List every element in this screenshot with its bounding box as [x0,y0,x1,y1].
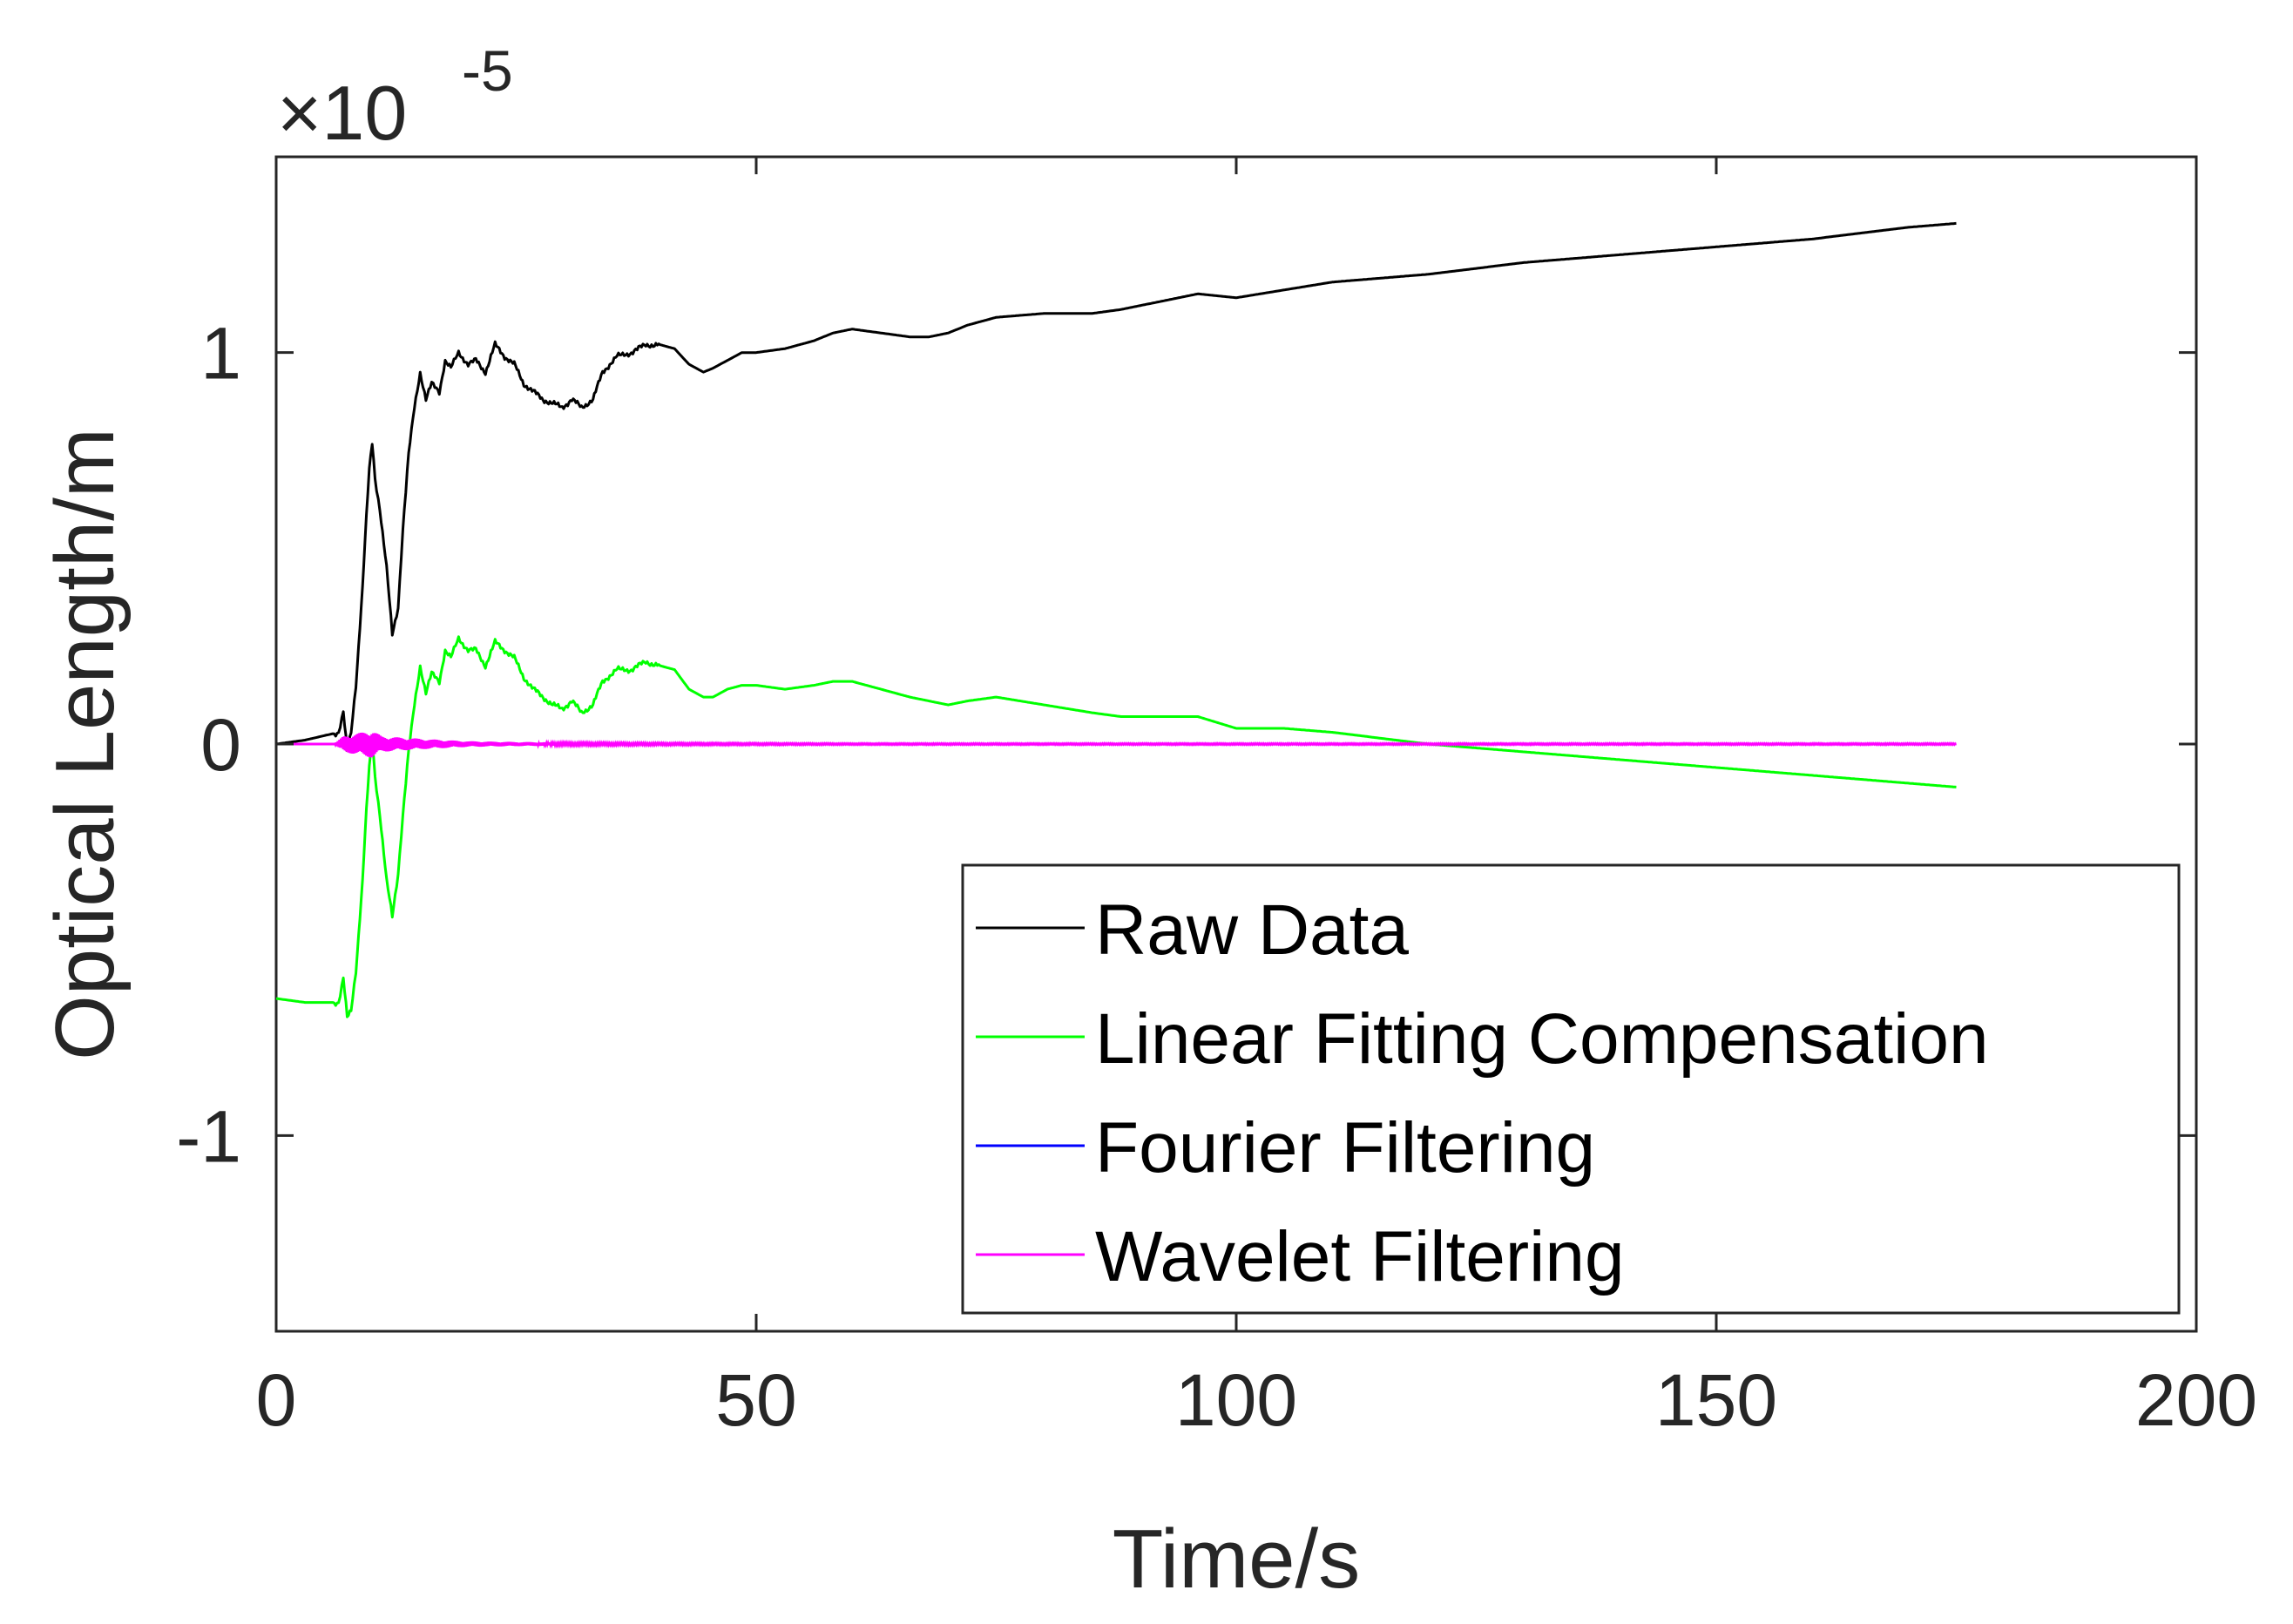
x-tick-label: 50 [715,1359,796,1441]
y-tick-label: 1 [200,313,241,395]
x-tick-label: 200 [2135,1359,2257,1441]
y-tick-label: 0 [200,704,241,786]
y-scale-multiplier: ×10 [277,70,407,156]
legend-label-raw-data: Raw Data [1095,890,1409,970]
legend-box [961,863,2181,1315]
series-layer [275,221,1957,1018]
y-tick-label: -1 [176,1095,241,1177]
x-tick-label: 0 [256,1359,297,1441]
series-line-linear-fitting [275,635,1957,1018]
legend: Raw Data Linear Fitting Compensation Fou… [961,863,2181,1315]
series-line-raw-data [275,221,1957,753]
y-scale-exponent: -5 [462,38,513,103]
x-tick-label: 150 [1655,1359,1777,1441]
legend-label-fourier-filtering: Fourier Filtering [1095,1108,1595,1188]
legend-label-wavelet-filtering: Wavelet Filtering [1095,1217,1625,1296]
y-axis-label: Optical Length/m [38,428,132,1060]
tick-layer: 0 50 100 150 200 -1 0 1 [176,157,2257,1441]
legend-label-linear-fitting: Linear Fitting Compensation [1095,999,1989,1079]
series-noise-wavelet-filtering [276,732,1957,758]
x-tick-label: 100 [1175,1359,1297,1441]
x-axis-label: Time/s [1113,1512,1360,1606]
y-exponent-label: ×10 -5 [277,38,513,156]
